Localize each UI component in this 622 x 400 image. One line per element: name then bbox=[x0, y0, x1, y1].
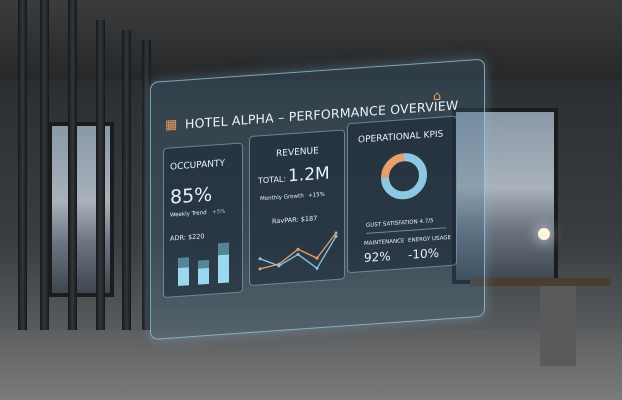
right-window bbox=[452, 108, 558, 284]
satisfaction-bar bbox=[366, 227, 446, 234]
bar bbox=[198, 267, 209, 285]
hologram-dashboard: ▦ ⌂ HOTEL ALPHA – PERFORMANCE OVERVIEW O… bbox=[150, 58, 485, 340]
kpi-donut-chart bbox=[381, 153, 427, 200]
donut-slice bbox=[381, 153, 405, 178]
data-point bbox=[277, 264, 281, 268]
data-point bbox=[296, 252, 300, 256]
wall-stud bbox=[122, 30, 131, 340]
maintenance-label: MAINTENANCE bbox=[364, 238, 405, 248]
energy-label: ENERGY USAGE bbox=[408, 234, 452, 244]
bar-top bbox=[218, 241, 229, 256]
revenue-line-chart bbox=[258, 231, 338, 271]
bar bbox=[178, 267, 189, 287]
wall-stud bbox=[142, 40, 151, 340]
growth-value: +15% bbox=[308, 191, 325, 199]
maintenance-value: 92% bbox=[364, 249, 391, 266]
data-point bbox=[258, 267, 262, 271]
data-point bbox=[315, 256, 319, 260]
hotel-icon: ▦ bbox=[165, 117, 178, 133]
data-point bbox=[334, 231, 338, 235]
desk bbox=[470, 278, 610, 286]
wall-stud bbox=[96, 20, 105, 340]
energy-value: -10% bbox=[408, 245, 440, 262]
wall-stud bbox=[18, 0, 27, 340]
revenue-card: REVENUE TOTAL: 1.2M Monthly Growth +15% … bbox=[249, 129, 345, 287]
bar-top bbox=[178, 257, 189, 269]
data-point bbox=[315, 266, 319, 270]
occupancy-label: OCCUPANTY bbox=[170, 158, 225, 173]
satisfaction-value: GUST SATISFATION 4.7/5 bbox=[366, 218, 434, 229]
floor bbox=[0, 330, 622, 400]
bar bbox=[218, 254, 229, 284]
revenue-label: REVENUE bbox=[276, 146, 319, 160]
kpis-label: OPERATIONAL KPIS bbox=[358, 129, 444, 146]
occupancy-card: OCCUPANTY 85% Weekly Trend +5% ADR: $220 bbox=[163, 142, 243, 299]
trend-value: +5% bbox=[212, 208, 226, 216]
trend-label: Weekly Trend bbox=[170, 210, 207, 219]
data-point bbox=[258, 257, 262, 261]
total-value: 1.2M bbox=[288, 163, 330, 187]
lamp bbox=[538, 228, 550, 240]
revpar-value: RavPAR: $187 bbox=[272, 214, 318, 226]
growth-label: Monthly Growth bbox=[260, 193, 304, 203]
bar-top bbox=[198, 259, 209, 269]
ceiling bbox=[0, 0, 622, 80]
occupancy-bar-chart bbox=[178, 241, 229, 287]
donut-slice bbox=[381, 153, 427, 200]
desk-block bbox=[540, 286, 576, 366]
kpis-card: OPERATIONAL KPIS GUST SATISFATION 4.7/5 … bbox=[347, 115, 457, 274]
occupancy-value: 85% bbox=[170, 183, 213, 209]
total-label: TOTAL: bbox=[258, 174, 287, 186]
adr-value: ADR: $220 bbox=[170, 232, 205, 243]
data-point bbox=[334, 234, 338, 238]
wall-stud bbox=[40, 0, 49, 340]
data-point bbox=[296, 247, 300, 251]
wall-stud bbox=[68, 0, 77, 340]
